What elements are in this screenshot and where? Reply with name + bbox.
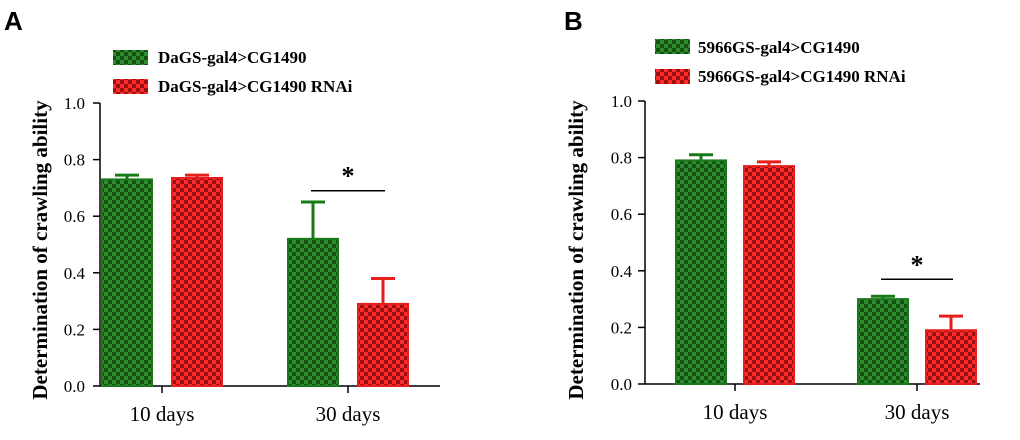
- panel-letter-b: B: [564, 6, 583, 36]
- bar-b-red-1: [925, 329, 977, 386]
- y-tick-label-a-2: 0.4: [64, 264, 86, 283]
- panel-letter-a: A: [4, 6, 23, 36]
- legend-label-green-a: DaGS-gal4>CG1490: [158, 48, 307, 67]
- legend-b: 5966GS-gal4>CG1490 5966GS-gal4>CG1490 RN…: [655, 38, 906, 86]
- legend-label-red-a: DaGS-gal4>CG1490 RNAi: [158, 77, 353, 96]
- y-tick-label-a-1: 0.2: [64, 320, 85, 339]
- bar-a-green-0: [101, 178, 153, 387]
- y-tick-label-b-0: 0.0: [611, 375, 632, 394]
- y-tick-label-b-4: 0.8: [611, 149, 632, 168]
- bar-a-red-0: [171, 176, 223, 387]
- y-tick-label-b-3: 0.6: [611, 205, 632, 224]
- bar-b-red-0: [743, 165, 795, 385]
- legend-swatch-green-a: [113, 50, 148, 65]
- legend-label-green-b: 5966GS-gal4>CG1490: [698, 38, 860, 57]
- y-tick-label-a-5: 1.0: [64, 94, 85, 113]
- legend-a: DaGS-gal4>CG1490 DaGS-gal4>CG1490 RNAi: [113, 48, 353, 96]
- legend-label-red-b: 5966GS-gal4>CG1490 RNAi: [698, 67, 906, 86]
- significance-star-b-0: *: [911, 250, 924, 279]
- legend-swatch-red-a: [113, 79, 148, 94]
- x-tick-label-a-0: 10 days: [130, 402, 195, 426]
- panel-a: A Determination of crawling ability DaGS…: [4, 6, 440, 426]
- y-tick-label-a-3: 0.6: [64, 207, 85, 226]
- y-axis-label-b: Determination of crawling ability: [564, 100, 588, 400]
- legend-swatch-green-b: [655, 39, 690, 54]
- x-tick-label-b-1: 30 days: [885, 400, 950, 424]
- y-tick-label-b-5: 1.0: [611, 92, 632, 111]
- y-tick-label-b-2: 0.4: [611, 262, 633, 281]
- bar-a-red-1: [357, 302, 409, 387]
- x-tick-label-a-1: 30 days: [316, 402, 381, 426]
- bar-a-green-1: [287, 237, 339, 387]
- legend-swatch-red-b: [655, 69, 690, 84]
- y-axis-label-a: Determination of crawling ability: [28, 100, 52, 400]
- significance-star-a-0: *: [342, 162, 355, 191]
- bar-b-green-0: [675, 159, 727, 385]
- x-tick-label-b-0: 10 days: [703, 400, 768, 424]
- bar-b-green-1: [857, 298, 909, 386]
- y-tick-label-a-4: 0.8: [64, 151, 85, 170]
- panel-b: B Determination of crawling ability 5966…: [564, 6, 980, 424]
- y-tick-label-a-0: 0.0: [64, 377, 85, 396]
- y-tick-label-b-1: 0.2: [611, 318, 632, 337]
